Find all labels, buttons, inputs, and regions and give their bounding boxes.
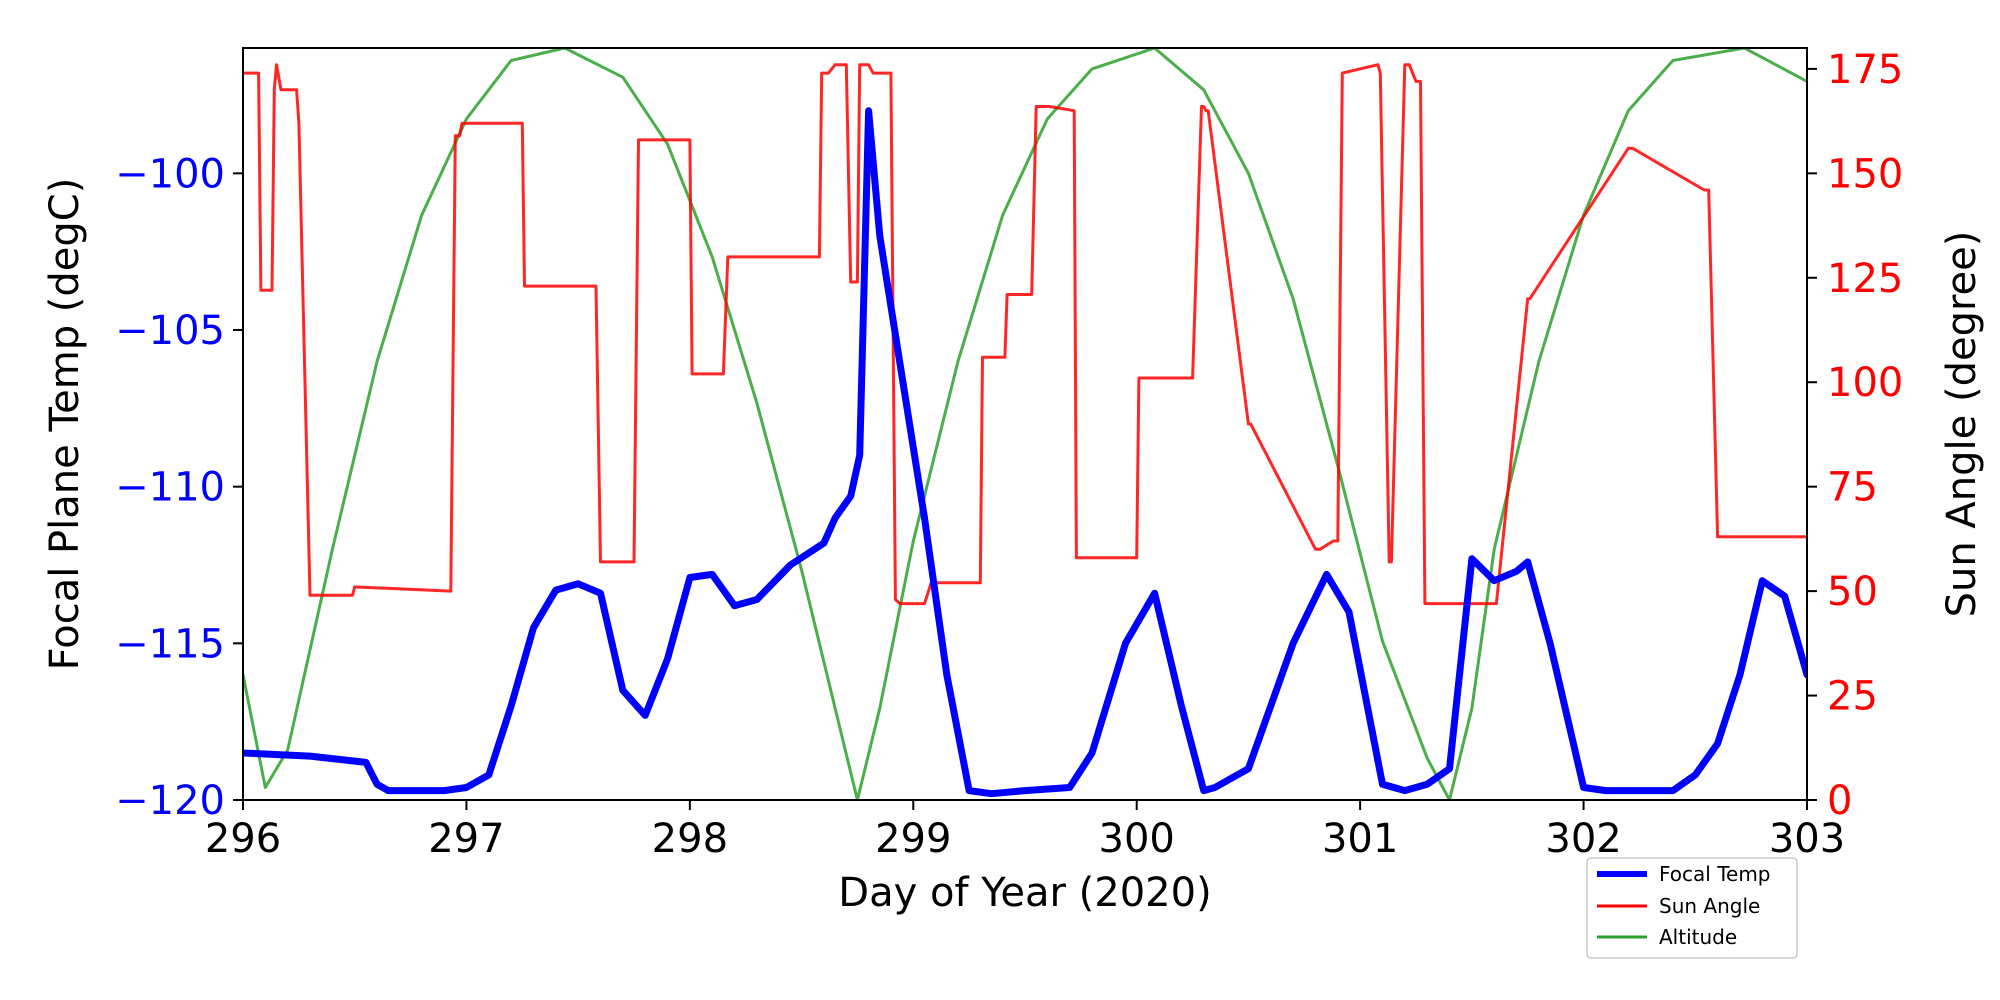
legend-label-sun-angle: Sun Angle — [1659, 894, 1760, 918]
legend-label-focal-temp: Focal Temp — [1659, 862, 1771, 886]
x-axis-label: Day of Year (2020) — [838, 870, 1211, 916]
legend-box — [1586, 857, 1798, 959]
y-left-tick-label: −110 — [115, 465, 225, 511]
y-left-tick-label: −100 — [115, 151, 225, 197]
y-right-tick-label: 50 — [1827, 569, 1878, 615]
series-line-altitude — [243, 48, 1807, 800]
x-tick-label: 302 — [1545, 816, 1621, 862]
series-line-focal-temp — [243, 107, 1807, 798]
y-right-tick-label: 150 — [1827, 151, 1903, 197]
y-axis-right-label: Sun Angle (degree) — [1939, 231, 1985, 618]
y-left-tick-label: −120 — [115, 778, 225, 824]
y-left-tick-label: −115 — [115, 621, 225, 667]
x-tick-label: 301 — [1322, 816, 1398, 862]
y-right-tick-label: 125 — [1827, 256, 1903, 302]
y-right-tick-label: 25 — [1827, 674, 1878, 720]
x-tick-label: 300 — [1099, 816, 1175, 862]
y-right-tick-label: 0 — [1827, 778, 1852, 824]
x-tick-label: 299 — [875, 816, 951, 862]
x-tick-label: 298 — [652, 816, 728, 862]
legend: Focal Temp Sun Angle Altitude — [1586, 857, 1798, 959]
legend-label-altitude: Altitude — [1659, 925, 1737, 949]
series-line-sun-angle — [243, 63, 1807, 606]
y-right-tick-label: 100 — [1827, 360, 1903, 406]
y-left-tick-label: −105 — [115, 308, 225, 354]
x-tick-label: 303 — [1769, 816, 1845, 862]
y-right-tick-label: 175 — [1827, 47, 1903, 93]
y-axis-left-label: Focal Plane Temp (degC) — [42, 178, 88, 671]
y-right-tick-label: 75 — [1827, 465, 1878, 511]
x-tick-label: 297 — [428, 816, 504, 862]
x-tick-label: 296 — [205, 816, 281, 862]
plot-frame — [242, 47, 1808, 801]
